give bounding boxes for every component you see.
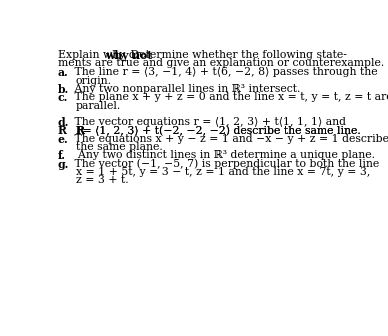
Text: = ⟨1, 2, 3⟩ + t(−2, −2, −2) describe the same line.: = ⟨1, 2, 3⟩ + t(−2, −2, −2) describe the… xyxy=(79,125,360,136)
Text: the same plane.: the same plane. xyxy=(76,142,162,152)
Text: Determine whether the following state-: Determine whether the following state- xyxy=(126,50,346,60)
Text: The plane x + y + z = 0 and the line x = t, y = t, z = t are: The plane x + y + z = 0 and the line x =… xyxy=(64,92,388,102)
Text: g.: g. xyxy=(57,159,69,170)
Text: The vector (−1, −5, 7) is perpendicular to both the line: The vector (−1, −5, 7) is perpendicular … xyxy=(64,159,379,169)
Text: x = 1 + 5t, y = 3 − t, z = 1 and the line x = 7t, y = 3,: x = 1 + 5t, y = 3 − t, z = 1 and the lin… xyxy=(76,167,370,177)
Text: e.: e. xyxy=(57,134,68,145)
Text: a.: a. xyxy=(57,68,68,79)
Text: The equations x + y − z = 1 and −x − y + z = 1 describe: The equations x + y − z = 1 and −x − y +… xyxy=(64,134,388,144)
Text: f.: f. xyxy=(57,150,66,161)
Text: c.: c. xyxy=(57,92,68,103)
Text: = ⟨1, 2, 3⟩ + t(−2, −2, −2) describe the same line.: = ⟨1, 2, 3⟩ + t(−2, −2, −2) describe the… xyxy=(79,125,360,136)
Text: origin.: origin. xyxy=(76,76,112,86)
Text: The vector equations r = ⟨1, 2, 3⟩ + t⟨1, 1, 1⟩ and: The vector equations r = ⟨1, 2, 3⟩ + t⟨1… xyxy=(64,117,346,127)
Text: Explain why or: Explain why or xyxy=(57,50,144,60)
Text: R: R xyxy=(76,125,85,136)
Text: R: R xyxy=(76,125,85,136)
Text: R: R xyxy=(57,125,66,136)
Text: ments are true and give an explanation or counterexample.: ments are true and give an explanation o… xyxy=(57,58,384,69)
Text: d.: d. xyxy=(57,117,69,128)
Text: z = 3 + t.: z = 3 + t. xyxy=(76,175,128,185)
Text: The line r = ⟨3, −1, 4⟩ + t⟨6, −2, 8⟩ passes through the: The line r = ⟨3, −1, 4⟩ + t⟨6, −2, 8⟩ pa… xyxy=(64,68,378,78)
Text: Any two nonparallel lines in ℝ³ intersect.: Any two nonparallel lines in ℝ³ intersec… xyxy=(64,84,300,94)
Text: why not: why not xyxy=(105,50,152,61)
Text: Any two distinct lines in ℝ³ determine a unique plane.: Any two distinct lines in ℝ³ determine a… xyxy=(64,150,375,160)
Text: parallel.: parallel. xyxy=(76,100,121,111)
Text: b.: b. xyxy=(57,84,69,95)
